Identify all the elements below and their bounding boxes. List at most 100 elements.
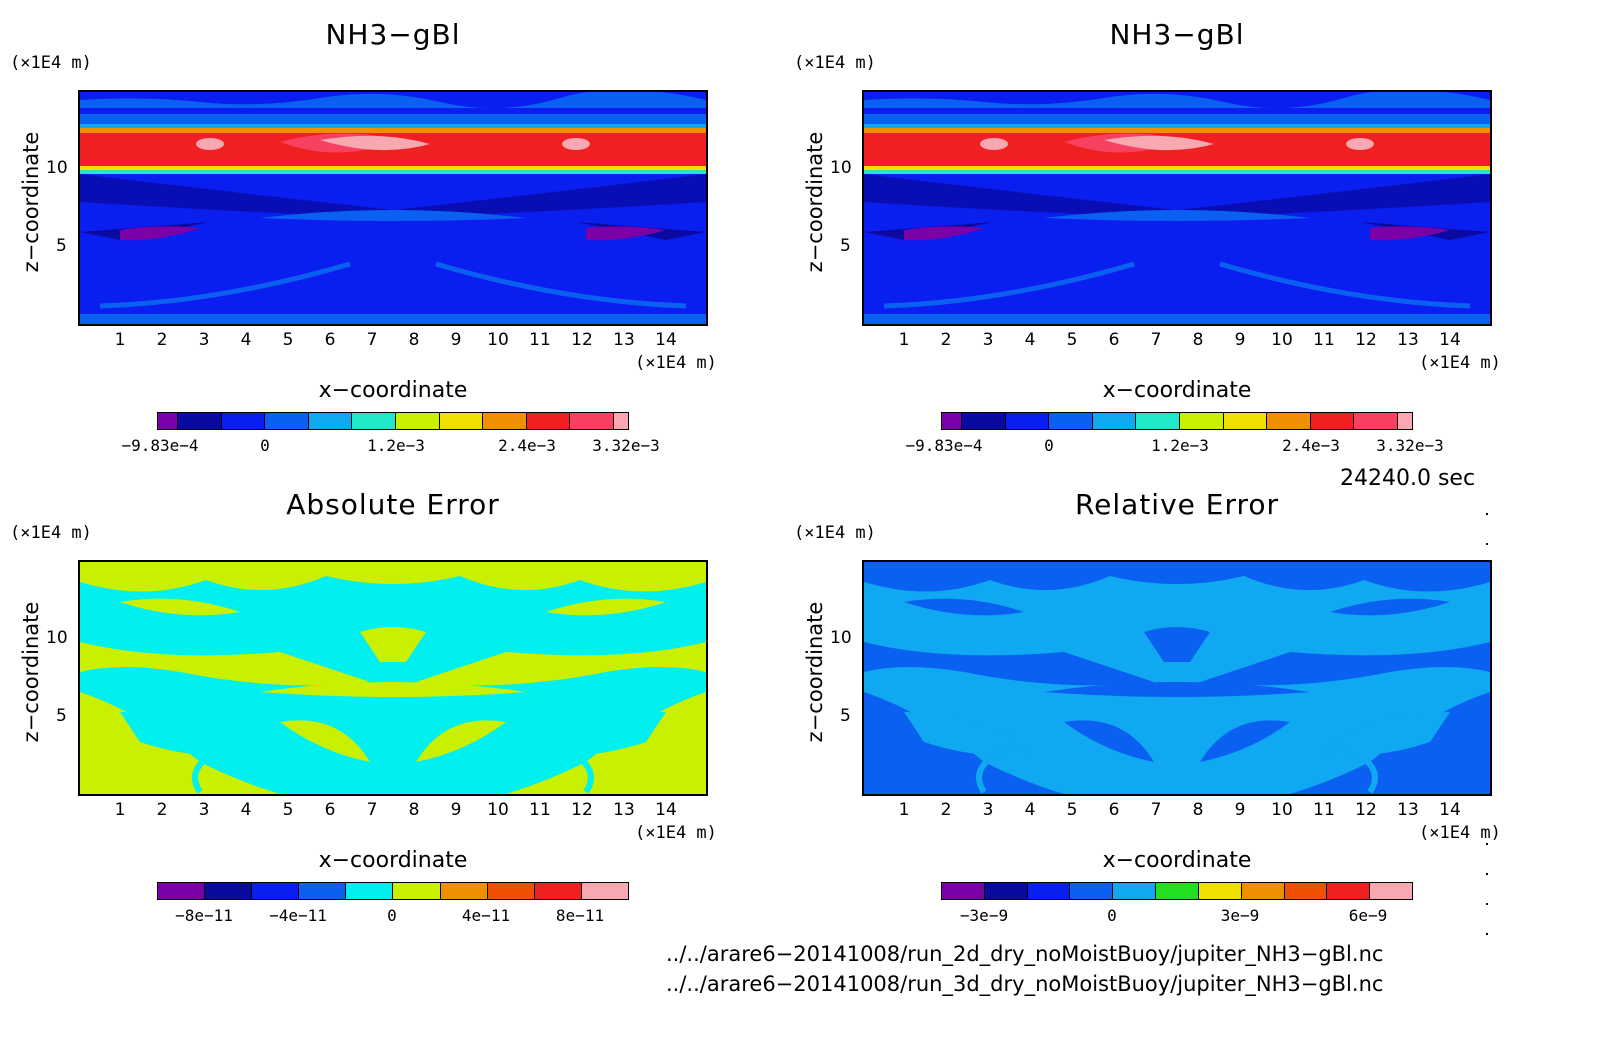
field-band-2 bbox=[864, 114, 1490, 124]
field-blob bbox=[1064, 720, 1154, 762]
y-tick-5: 5 bbox=[840, 706, 851, 726]
y-unit-label: (×1E4 m) bbox=[794, 523, 876, 543]
colorbar-seg bbox=[352, 413, 396, 429]
field-navy-band bbox=[864, 174, 1490, 218]
colorbar-label: 1.2e−3 bbox=[367, 436, 425, 455]
field-arch bbox=[1044, 682, 1310, 697]
x-unit-label: (×1E4 m) bbox=[635, 353, 717, 373]
x-tick-label: 10 bbox=[1271, 800, 1293, 820]
x-tick-label: 10 bbox=[1271, 330, 1293, 350]
x-tick-label: 14 bbox=[1439, 330, 1461, 350]
x-tick-label: 5 bbox=[282, 330, 294, 350]
colorbar-seg bbox=[158, 883, 206, 899]
x-tick-label: 13 bbox=[613, 800, 635, 820]
colorbar bbox=[941, 882, 1413, 900]
field-arc-left bbox=[976, 739, 1025, 794]
colorbar-seg bbox=[1049, 413, 1093, 429]
x-tick-label: 5 bbox=[1066, 800, 1078, 820]
field-blob bbox=[416, 642, 706, 686]
colorbar-seg bbox=[1370, 883, 1412, 899]
field-bottom-band bbox=[864, 314, 1490, 324]
x-unit-label: (×1E4 m) bbox=[1419, 353, 1501, 373]
colorbar-seg bbox=[1005, 413, 1050, 429]
colorbar-seg bbox=[1179, 413, 1224, 429]
colorbar-seg bbox=[962, 413, 1006, 429]
colorbar-seg bbox=[265, 413, 309, 429]
colorbar-label: −9.83e−4 bbox=[121, 436, 199, 455]
field-center-funnel bbox=[360, 627, 426, 662]
field-blob bbox=[280, 720, 370, 762]
panel-title: Relative Error bbox=[1074, 488, 1280, 521]
x-tick-label: 2 bbox=[156, 800, 168, 820]
colorbar-label: 1.2e−3 bbox=[1151, 436, 1209, 455]
field-yellowgreen-top bbox=[80, 562, 706, 592]
colorbar-seg bbox=[221, 413, 266, 429]
y-tick-10: 10 bbox=[830, 158, 852, 178]
x-tick-label: 1 bbox=[114, 330, 126, 350]
colorbar-seg bbox=[299, 883, 347, 899]
colorbar-seg bbox=[1354, 413, 1398, 429]
field-pink-left bbox=[196, 138, 224, 150]
separator-dot bbox=[1486, 903, 1488, 905]
field-light-pocket-left bbox=[904, 712, 1034, 756]
colorbar-seg bbox=[1223, 413, 1268, 429]
colorbar-seg bbox=[1327, 883, 1371, 899]
heatmap-plot-area bbox=[78, 560, 708, 796]
field-pink-right bbox=[1346, 138, 1374, 150]
colorbar-seg bbox=[1027, 883, 1071, 899]
field-pink-left bbox=[980, 138, 1008, 150]
field-blob bbox=[904, 598, 1024, 616]
y-axis-label: z−coordinate bbox=[19, 601, 43, 743]
x-tick-label: 3 bbox=[982, 800, 994, 820]
x-tick-label: 1 bbox=[898, 800, 910, 820]
x-axis-label: x−coordinate bbox=[1102, 848, 1252, 873]
colorbar-seg bbox=[534, 883, 582, 899]
x-tick-label: 4 bbox=[240, 800, 252, 820]
x-tick-label: 7 bbox=[1150, 330, 1162, 350]
panel-title: NH3−gBl bbox=[1109, 18, 1245, 51]
colorbar-label: 0 bbox=[1044, 436, 1054, 455]
y-unit-label: (×1E4 m) bbox=[794, 53, 876, 73]
field-blob bbox=[416, 720, 506, 762]
panel-nh3-top-left: NH3−gBl (×1E4 m) z−coordinate bbox=[0, 0, 780, 500]
field-red-layer bbox=[80, 128, 706, 172]
x-tick-label: 7 bbox=[1150, 800, 1162, 820]
x-axis-label: x−coordinate bbox=[318, 378, 468, 403]
y-tick-10: 10 bbox=[46, 628, 68, 648]
separator-dot bbox=[1486, 543, 1488, 545]
colorbar-seg bbox=[346, 883, 394, 899]
heatmap-svg bbox=[80, 92, 706, 324]
heatmap-plot-area bbox=[862, 90, 1492, 326]
y-axis-label: z−coordinate bbox=[803, 131, 827, 273]
field-upper-lightband bbox=[80, 92, 706, 109]
separator-dot bbox=[1486, 843, 1488, 845]
colorbar-label: −8e−11 bbox=[175, 906, 233, 925]
field-bottom-band bbox=[80, 314, 706, 324]
x-tick-label: 9 bbox=[1234, 800, 1246, 820]
colorbar-label: −9.83e−4 bbox=[905, 436, 983, 455]
colorbar-label: 2.4e−3 bbox=[1282, 436, 1340, 455]
x-tick-label: 14 bbox=[655, 330, 677, 350]
colorbar-label: 6e−9 bbox=[1348, 906, 1388, 925]
colorbar-seg bbox=[252, 883, 300, 899]
colorbar-seg bbox=[1397, 413, 1412, 429]
colorbar-seg bbox=[158, 413, 178, 429]
field-cyan-edge bbox=[864, 124, 1490, 130]
time-stamp: 24240.0 sec bbox=[1340, 466, 1476, 491]
x-tick-label: 10 bbox=[487, 330, 509, 350]
x-tick-label: 3 bbox=[198, 330, 210, 350]
x-tick-label: 3 bbox=[198, 800, 210, 820]
separator-dot bbox=[1486, 513, 1488, 515]
field-purple-right bbox=[586, 226, 666, 241]
separator-dot bbox=[1486, 933, 1488, 935]
x-tick-label: 11 bbox=[529, 330, 551, 350]
heatmap-svg bbox=[80, 562, 706, 794]
y-unit-label: (×1E4 m) bbox=[10, 523, 92, 543]
colorbar-seg bbox=[613, 413, 628, 429]
heatmap-svg bbox=[864, 562, 1490, 794]
field-pink-core bbox=[1104, 135, 1214, 151]
colorbar-seg bbox=[1284, 883, 1328, 899]
x-tick-label: 5 bbox=[282, 800, 294, 820]
colorbar-seg bbox=[440, 883, 488, 899]
colorbar-label: 0 bbox=[387, 906, 397, 925]
